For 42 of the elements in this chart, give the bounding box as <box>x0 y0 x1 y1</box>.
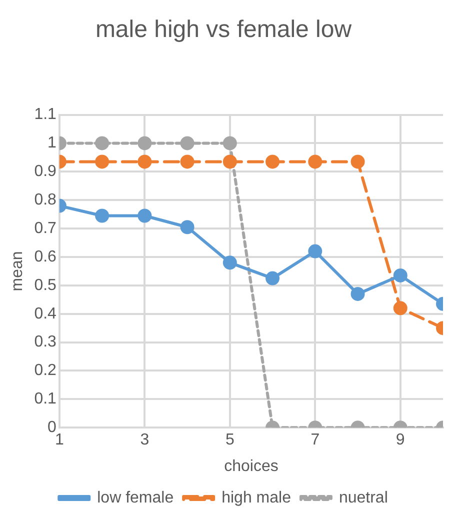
legend-label: high male <box>222 489 292 506</box>
legend-label: low female <box>97 489 174 506</box>
y-tick-label: 0.7 <box>34 220 57 237</box>
point <box>138 208 152 223</box>
point <box>180 136 194 150</box>
point <box>393 301 408 316</box>
point <box>180 220 194 234</box>
point <box>222 154 237 169</box>
point <box>138 136 152 150</box>
point <box>138 154 152 169</box>
x-tick-label: 5 <box>225 432 234 449</box>
y-axis-title: mean <box>9 251 26 292</box>
point <box>393 268 408 282</box>
y-tick-label: 0.2 <box>34 362 57 380</box>
y-tick-label: 1.1 <box>34 106 57 124</box>
y-tick-label: 0.4 <box>34 305 57 322</box>
y-tick-label: 1 <box>48 134 57 152</box>
y-tick-label: 0.6 <box>34 248 57 266</box>
chart-title: male high vs female low <box>95 16 352 44</box>
y-tick-label: 0.9 <box>34 163 57 180</box>
y-tick-label: 0.5 <box>34 276 57 294</box>
point <box>95 136 110 150</box>
point <box>266 271 280 286</box>
point <box>350 286 365 301</box>
point <box>266 154 280 169</box>
x-axis-title: choices <box>224 458 278 475</box>
y-tick-label: 0.1 <box>34 390 57 408</box>
point <box>180 154 194 169</box>
x-tick-label: 3 <box>140 432 150 449</box>
y-tick-label: 0.8 <box>34 192 57 209</box>
point <box>95 154 110 169</box>
point <box>222 136 237 150</box>
point <box>95 208 110 223</box>
y-tick-label: 0 <box>48 419 57 436</box>
point <box>222 256 237 270</box>
point <box>350 154 365 169</box>
x-tick-label: 9 <box>396 432 405 449</box>
point <box>308 244 322 258</box>
x-tick-label: 7 <box>310 432 320 449</box>
legend-label: nuetral <box>338 489 388 506</box>
point <box>308 154 322 169</box>
y-tick-label: 0.3 <box>34 334 57 351</box>
